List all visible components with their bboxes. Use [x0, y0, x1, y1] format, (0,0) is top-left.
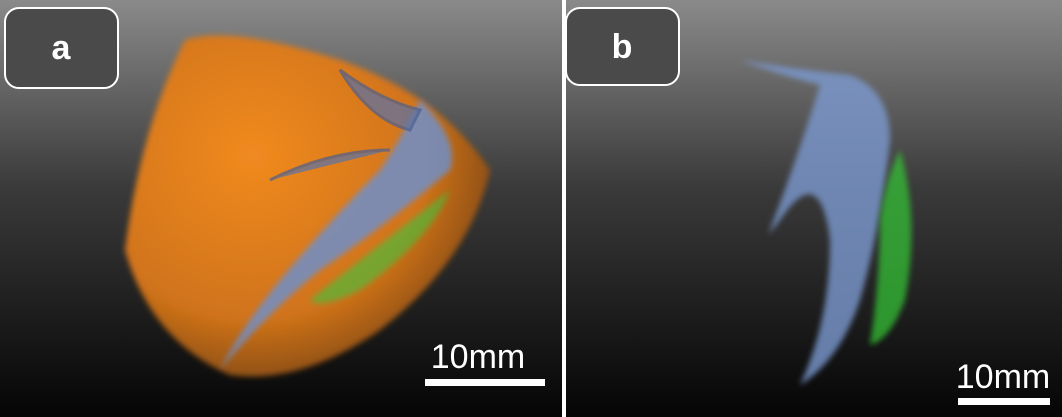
scale-bar-label: 10mm — [431, 338, 525, 376]
figure: a 10mm b 10mm — [0, 0, 1062, 417]
scale-bar — [958, 398, 1050, 405]
panel-b: b 10mm — [566, 0, 1062, 417]
scale-bar-label: 10mm — [956, 358, 1050, 396]
panel-label: b — [612, 28, 633, 66]
panel-label: a — [52, 29, 72, 67]
page: a 10mm b 10mm (() => { const data = JSON… — [0, 0, 1062, 417]
scale-bar — [425, 379, 545, 386]
panel-a: a 10mm — [0, 0, 562, 417]
